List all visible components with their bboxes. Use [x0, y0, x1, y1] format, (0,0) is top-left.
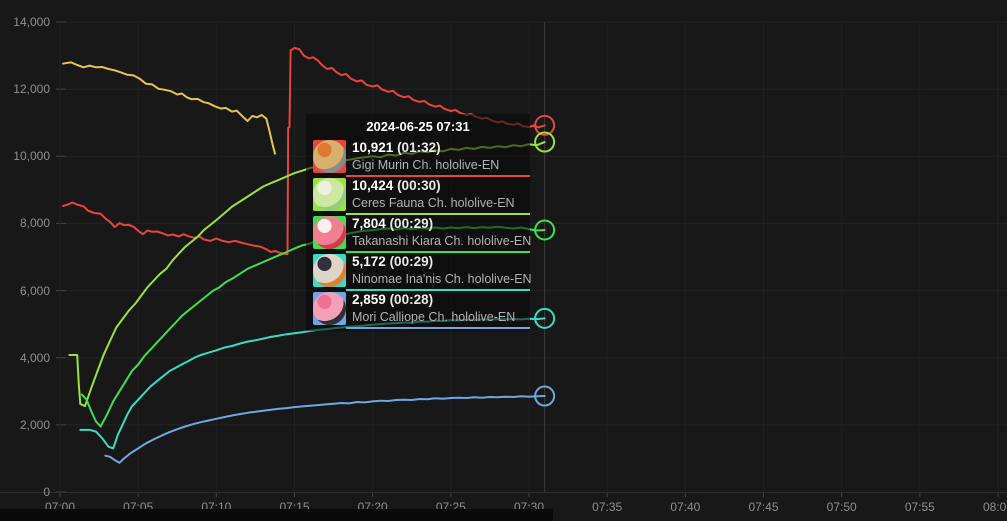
series-endpoint-ring [534, 114, 556, 136]
channel-color-chip [313, 178, 346, 211]
channel-name: Mori Calliope Ch. hololive-EN [352, 310, 516, 324]
series-underline [346, 213, 530, 215]
x-axis-tick-label: 07:40 [670, 500, 701, 514]
series-underline [346, 327, 530, 329]
series-underline [346, 251, 530, 253]
stream-duration: (00:29) [389, 254, 434, 269]
loaded-range-bar[interactable] [0, 509, 553, 521]
channel-avatar [313, 140, 346, 173]
viewer-count: 7,804 (00:29) [352, 216, 434, 231]
y-axis-tick-label: 12,000 [13, 82, 50, 97]
series-line [104, 395, 546, 464]
stream-duration: (00:29) [389, 216, 434, 231]
viewer-count: 10,424 (00:30) [352, 178, 441, 193]
stream-duration: (00:28) [389, 292, 434, 307]
y-axis-tick-label: 10,000 [13, 149, 50, 164]
x-axis-tick-label: 07:45 [748, 500, 779, 514]
stream-duration: (01:32) [397, 140, 441, 155]
channel-color-chip [313, 216, 346, 249]
tooltip-row: 2,859 (00:28) Mori Calliope Ch. hololive… [306, 292, 530, 330]
viewer-count: 5,172 (00:29) [352, 254, 434, 269]
x-axis-tick-label: 07:50 [826, 500, 857, 514]
series-endpoint-ring [534, 131, 556, 153]
x-axis-tick-label: 07:35 [592, 500, 623, 514]
x-axis-tick-label: 08:00 [982, 500, 1007, 514]
y-axis-tick-label: 8,000 [19, 216, 50, 231]
series-line [62, 46, 546, 256]
channel-avatar [313, 292, 346, 325]
y-axis-tick-label: 6,000 [19, 283, 50, 298]
series-endpoint-ring [534, 307, 556, 329]
x-axis-tick-label: 07:55 [904, 500, 935, 514]
channel-name: Ninomae Ina'nis Ch. hololive-EN [352, 272, 532, 286]
stream-duration: (00:30) [397, 178, 441, 193]
y-axis-tick-label: 2,000 [19, 417, 50, 432]
tooltip-row: 5,172 (00:29) Ninomae Ina'nis Ch. hololi… [306, 254, 532, 292]
series-line [79, 317, 546, 450]
chart-tooltip: 2024-06-25 07:31 10,921 (01:32) Gigi Mur… [306, 114, 532, 331]
series-underline [346, 175, 530, 177]
channel-avatar [313, 216, 346, 249]
channel-avatar [313, 254, 346, 287]
y-axis-tick-label: 14,000 [13, 15, 50, 29]
channel-color-chip [313, 254, 346, 287]
tooltip-row: 10,921 (01:32) Gigi Murin Ch. hololive-E… [306, 140, 530, 178]
tooltip-row: 7,804 (00:29) Takanashi Kiara Ch. hololi… [306, 216, 532, 254]
series-endpoint-ring [534, 385, 556, 407]
channel-name: Ceres Fauna Ch. hololive-EN [352, 196, 515, 210]
y-axis-tick-label: 0 [43, 485, 50, 499]
series-line [62, 61, 276, 155]
viewer-count: 2,859 (00:28) [352, 292, 434, 307]
viewer-count: 10,921 (01:32) [352, 140, 441, 155]
channel-avatar [313, 178, 346, 211]
series-endpoint-ring [534, 219, 556, 241]
y-axis-tick-label: 4,000 [19, 350, 50, 365]
channel-name: Gigi Murin Ch. hololive-EN [352, 158, 500, 172]
channel-name: Takanashi Kiara Ch. hololive-EN [352, 234, 532, 248]
tooltip-timestamp: 2024-06-25 07:31 [366, 119, 470, 134]
tooltip-row: 10,424 (00:30) Ceres Fauna Ch. hololive-… [306, 178, 530, 216]
series-underline [346, 289, 530, 291]
channel-color-chip [313, 140, 346, 173]
channel-color-chip [313, 292, 346, 325]
